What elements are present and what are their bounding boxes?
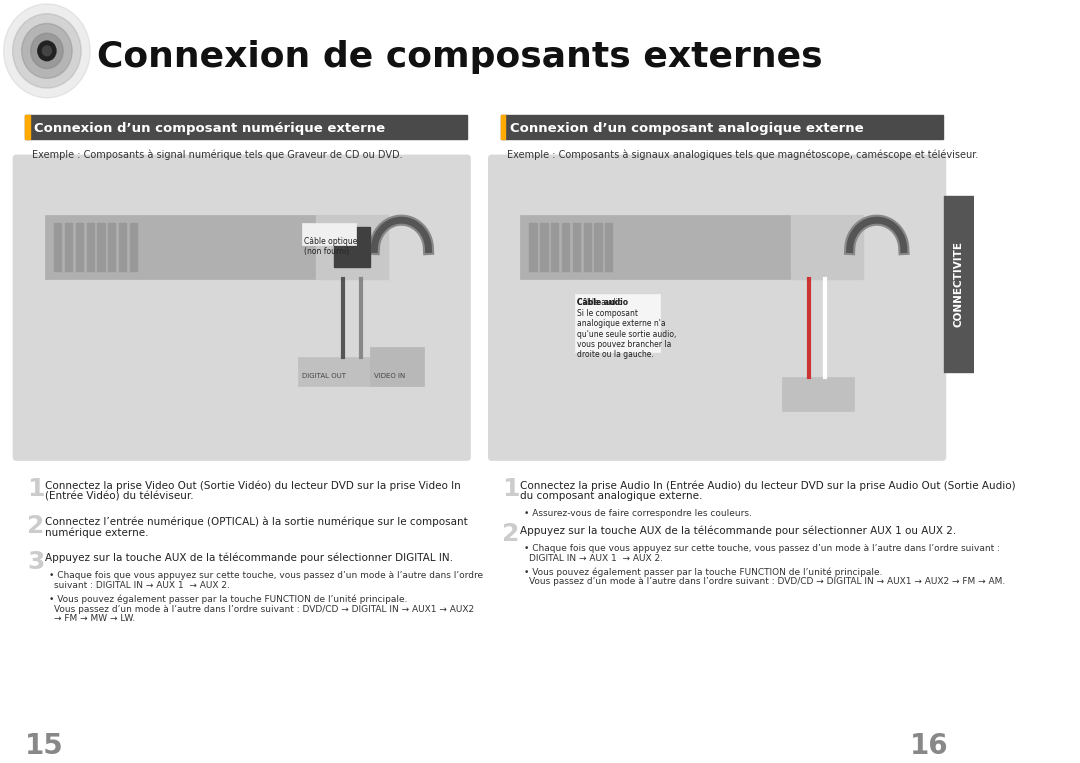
Bar <box>45 215 388 278</box>
Circle shape <box>22 24 72 79</box>
Circle shape <box>38 41 56 61</box>
Bar <box>25 115 468 139</box>
Text: 2: 2 <box>27 513 44 538</box>
Text: 16: 16 <box>910 732 949 760</box>
Text: • Vous pouvez également passer par la touche FUNCTION de l’unité principale.: • Vous pouvez également passer par la to… <box>524 568 882 577</box>
Text: Connectez la prise Audio In (Entrée Audio) du lecteur DVD sur la prise Audio Out: Connectez la prise Audio In (Entrée Audi… <box>521 481 1016 491</box>
Bar <box>108 223 116 271</box>
Text: • Chaque fois que vous appuyez sur cette touche, vous passez d’un mode à l’autre: • Chaque fois que vous appuyez sur cette… <box>524 544 1000 553</box>
Bar <box>97 223 105 271</box>
Text: Vous passez d’un mode à l’autre dans l’ordre suivant : DVD/CD → DIGITAL IN → AUX: Vous passez d’un mode à l’autre dans l’o… <box>54 604 474 613</box>
Circle shape <box>38 41 56 61</box>
Text: DIGITAL IN → AUX 1  → AUX 2.: DIGITAL IN → AUX 1 → AUX 2. <box>529 554 663 563</box>
Text: Connectez l’entrée numérique (OPTICAL) à la sortie numérique sur le composant: Connectez l’entrée numérique (OPTICAL) à… <box>45 517 468 527</box>
Circle shape <box>30 34 63 69</box>
Text: VIDEO IN: VIDEO IN <box>375 373 406 378</box>
Bar <box>302 223 356 245</box>
Text: Vous passez d’un mode à l’autre dans l’ordre suivant : DVD/CD → DIGITAL IN → AUX: Vous passez d’un mode à l’autre dans l’o… <box>529 578 1005 586</box>
Bar <box>334 227 369 267</box>
Bar <box>25 115 30 139</box>
Bar <box>501 115 505 139</box>
Bar <box>583 223 591 271</box>
Bar <box>540 223 548 271</box>
Text: 3: 3 <box>27 550 44 574</box>
Circle shape <box>42 46 52 56</box>
Bar <box>782 377 854 411</box>
Text: (Entrée Vidéo) du téléviseur.: (Entrée Vidéo) du téléviseur. <box>45 491 193 501</box>
Bar <box>86 223 94 271</box>
Bar <box>76 223 83 271</box>
Circle shape <box>3 4 91 98</box>
Text: Appuyez sur la touche AUX de la télécommande pour sélectionner AUX 1 ou AUX 2.: Appuyez sur la touche AUX de la télécomm… <box>521 526 957 536</box>
Text: du composant analogique externe.: du composant analogique externe. <box>521 491 703 501</box>
Text: numérique externe.: numérique externe. <box>45 527 149 538</box>
Bar <box>575 294 660 353</box>
Text: 1: 1 <box>502 478 519 501</box>
Text: Exemple : Composants à signaux analogiques tels que magnétoscope, caméscope et t: Exemple : Composants à signaux analogiqu… <box>507 150 978 160</box>
Bar <box>521 215 863 278</box>
Text: 2: 2 <box>502 523 519 546</box>
FancyBboxPatch shape <box>13 155 471 461</box>
Text: Connexion d’un composant numérique externe: Connexion d’un composant numérique exter… <box>35 121 386 135</box>
Bar <box>594 223 602 271</box>
Text: 15: 15 <box>25 732 64 760</box>
Bar <box>119 223 126 271</box>
Bar <box>551 223 558 271</box>
Bar <box>501 115 943 139</box>
Text: Exemple : Composants à signal numérique tels que Graveur de CD ou DVD.: Exemple : Composants à signal numérique … <box>31 150 402 160</box>
Bar <box>944 195 974 372</box>
Text: Connexion d’un composant analogique externe: Connexion d’un composant analogique exte… <box>510 121 863 135</box>
Bar <box>572 223 580 271</box>
Text: Câble optique
(non fourni): Câble optique (non fourni) <box>303 237 357 256</box>
Text: • Vous pouvez également passer par la touche FUNCTION de l’unité principale.: • Vous pouvez également passer par la to… <box>49 595 407 604</box>
FancyBboxPatch shape <box>488 155 946 461</box>
Text: Connectez la prise Video Out (Sortie Vidéo) du lecteur DVD sur la prise Video In: Connectez la prise Video Out (Sortie Vid… <box>45 481 461 491</box>
Bar <box>605 223 612 271</box>
Circle shape <box>13 14 81 88</box>
Bar <box>298 357 369 387</box>
Text: Câble audio
Si le composant
analogique externe n'a
qu'une seule sortie audio,
vo: Câble audio Si le composant analogique e… <box>578 298 677 359</box>
Bar <box>529 223 537 271</box>
Text: Connexion de composants externes: Connexion de composants externes <box>97 40 823 74</box>
Bar <box>369 347 424 387</box>
Bar <box>65 223 72 271</box>
Bar <box>791 215 863 278</box>
Text: • Assurez-vous de faire correspondre les couleurs.: • Assurez-vous de faire correspondre les… <box>524 509 752 518</box>
Text: Appuyez sur la touche AUX de la télécommande pour sélectionner DIGITAL IN.: Appuyez sur la touche AUX de la télécomm… <box>45 553 454 563</box>
Bar <box>130 223 137 271</box>
Text: Câble audio: Câble audio <box>578 298 629 307</box>
Text: 1: 1 <box>27 478 44 501</box>
Bar <box>315 215 388 278</box>
Text: CONNECTIVITE: CONNECTIVITE <box>954 241 963 327</box>
Text: suivant : DIGITAL IN → AUX 1  → AUX 2.: suivant : DIGITAL IN → AUX 1 → AUX 2. <box>54 581 230 591</box>
Text: DIGITAL OUT: DIGITAL OUT <box>302 373 347 378</box>
Bar <box>54 223 62 271</box>
Text: • Chaque fois que vous appuyez sur cette touche, vous passez d’un mode à l’autre: • Chaque fois que vous appuyez sur cette… <box>49 571 483 581</box>
Bar <box>562 223 569 271</box>
Text: → FM → MW → LW.: → FM → MW → LW. <box>54 614 135 623</box>
